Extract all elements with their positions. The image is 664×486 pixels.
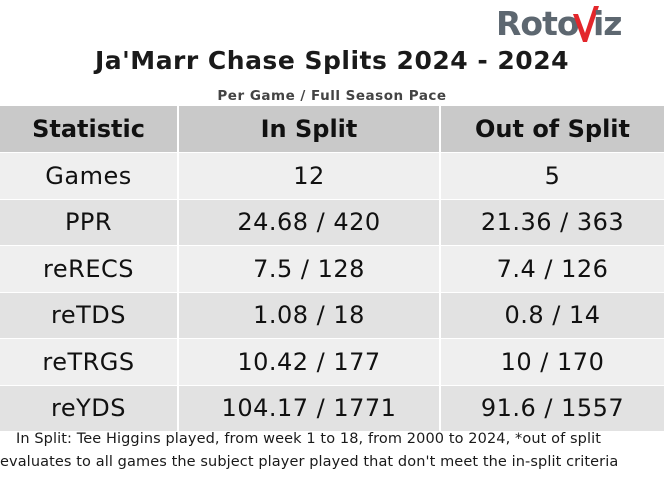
stat-name-cell: reTRGS <box>0 338 178 385</box>
out-split-cell: 0.8 / 14 <box>439 291 664 339</box>
in-split-cell: 7.5 / 128 <box>177 245 440 292</box>
column-header-in-split[interactable]: In Split <box>177 106 440 153</box>
stat-name-cell: PPR <box>0 198 178 246</box>
logo-text-roto: Roto <box>496 4 580 43</box>
stat-name-cell: reYDS <box>0 384 178 431</box>
splits-table: Statistic In Split Out of Split Games 12… <box>0 106 664 431</box>
in-split-cell: 1.08 / 18 <box>177 291 440 339</box>
out-split-cell: 21.36 / 363 <box>439 198 664 246</box>
stat-name-cell: reTDS <box>0 291 178 339</box>
page-subtitle: Per Game / Full Season Pace <box>217 88 447 104</box>
out-split-cell: 10 / 170 <box>439 338 664 385</box>
table-row: PPR 24.68 / 420 21.36 / 363 <box>0 198 664 246</box>
split-footnote: In Split: Tee Higgins played, from week … <box>0 431 619 470</box>
table-header-row: Statistic In Split Out of Split <box>0 106 664 153</box>
column-header-statistic[interactable]: Statistic <box>0 106 178 153</box>
column-header-out-of-split[interactable]: Out of Split <box>439 106 664 153</box>
in-split-cell: 10.42 / 177 <box>177 338 440 385</box>
in-split-cell: 12 <box>177 152 440 199</box>
stat-name-cell: reRECS <box>0 245 178 292</box>
out-split-cell: 91.6 / 1557 <box>439 384 664 431</box>
out-split-cell: 7.4 / 126 <box>439 245 664 292</box>
in-split-cell: 104.17 / 1771 <box>177 384 440 431</box>
table-row: reTRGS 10.42 / 177 10 / 170 <box>0 338 664 385</box>
rotoviz-logo: Roto iz <box>496 2 636 46</box>
stat-name-cell: Games <box>0 152 178 199</box>
logo-v-checkmark-icon <box>573 6 599 42</box>
table-row: Games 12 5 <box>0 152 664 199</box>
table-row: reYDS 104.17 / 1771 91.6 / 1557 <box>0 384 664 431</box>
logo-text-iz: iz <box>593 4 623 43</box>
in-split-cell: 24.68 / 420 <box>177 198 440 246</box>
page-title: Ja'Marr Chase Splits 2024 - 2024 <box>94 46 569 75</box>
table-row: reTDS 1.08 / 18 0.8 / 14 <box>0 291 664 339</box>
out-split-cell: 5 <box>439 152 664 199</box>
table-row: reRECS 7.5 / 128 7.4 / 126 <box>0 245 664 292</box>
